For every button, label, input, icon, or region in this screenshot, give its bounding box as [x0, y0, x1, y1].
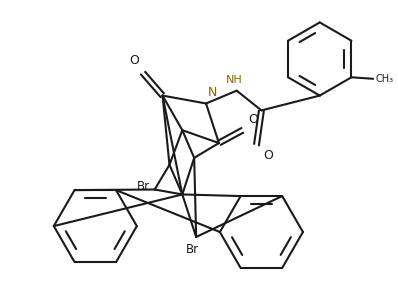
Text: CH₃: CH₃: [375, 74, 393, 84]
Text: NH: NH: [226, 75, 243, 85]
Text: O: O: [249, 113, 258, 126]
Text: Br: Br: [185, 243, 199, 256]
Text: O: O: [263, 149, 273, 162]
Text: O: O: [129, 54, 139, 67]
Text: Br: Br: [137, 180, 150, 193]
Text: N: N: [208, 86, 217, 98]
